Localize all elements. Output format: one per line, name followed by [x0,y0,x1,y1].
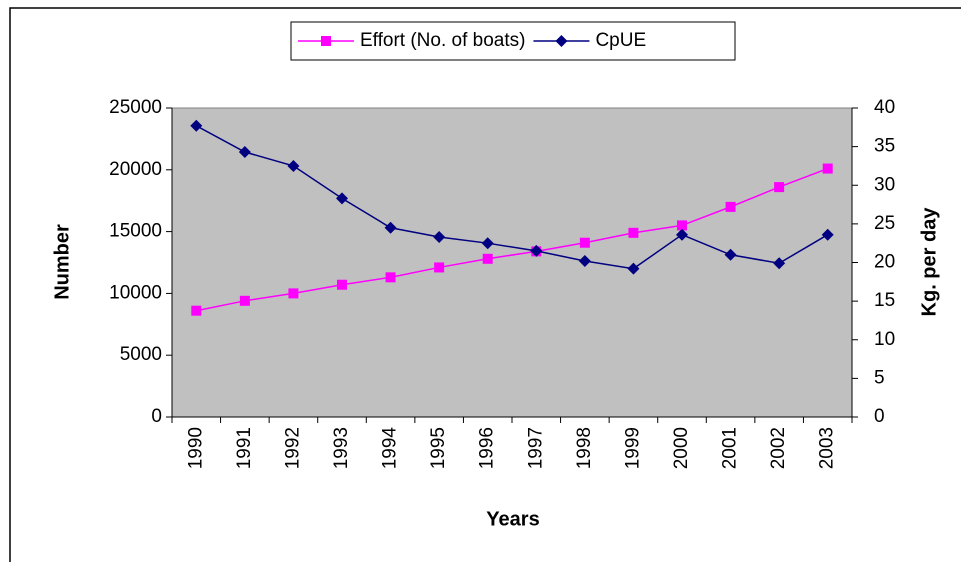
point [434,262,445,273]
point [385,272,396,283]
y2-tick-label: 30 [874,174,895,195]
y2-tick-label: 25 [874,213,895,234]
point [579,237,590,248]
point [676,228,688,241]
y-tick-label: 5000 [120,344,162,365]
point [677,220,687,231]
point [384,221,397,234]
y-tick-label: 20000 [109,159,162,180]
point [530,244,543,257]
x-tick-label: 2002 [768,427,789,469]
point [336,192,348,205]
point [773,257,786,270]
y-axis-title: Number [51,224,73,300]
point [627,262,640,275]
point [578,254,591,267]
point [481,237,494,250]
point [321,36,331,46]
x-tick-label: 2003 [817,427,838,469]
point [822,163,833,174]
point [482,253,493,264]
point [433,231,446,244]
y-tick-label: 10000 [109,282,162,303]
y2-tick-label: 40 [874,97,895,118]
point [287,159,300,172]
point [628,227,639,238]
point [821,228,834,241]
x-tick-label: 1995 [428,427,449,469]
y-tick-label: 0 [151,406,162,427]
y2-tick-label: 5 [874,367,885,388]
legend-label: Effort (No. of boats) [360,30,525,51]
y2-axis-title: Kg. per day [918,207,940,317]
y-tick-label: 25000 [109,97,162,118]
x-tick-label: 1990 [185,427,206,469]
legend-label: CpUE [595,30,646,51]
x-tick-label: 2000 [671,427,692,469]
point [774,182,785,193]
x-tick-label: 1998 [574,427,595,469]
x-tick-label: 1993 [331,427,352,469]
y2-tick-label: 10 [874,329,895,350]
point [725,201,736,212]
x-tick-label: 1999 [622,427,643,469]
point [190,119,203,132]
x-tick-label: 1994 [380,427,401,470]
y2-tick-label: 0 [874,406,885,427]
point [238,146,251,159]
y-tick-label: 15000 [109,221,162,242]
point [191,305,202,316]
point [724,248,737,261]
y2-tick-label: 20 [874,252,895,273]
x-tick-label: 1997 [525,427,546,469]
x-axis-title: Years [486,508,539,530]
point [239,295,250,306]
y2-tick-label: 15 [874,290,895,311]
y2-tick-label: 35 [874,136,895,157]
x-tick-label: 1991 [234,427,255,469]
x-tick-label: 1996 [477,427,498,469]
point [288,288,299,299]
point [337,279,347,290]
plot-area [171,107,853,418]
x-tick-label: 2001 [720,427,741,469]
line [195,125,829,270]
legend-box [290,21,736,61]
x-tick-label: 1992 [282,427,303,469]
line [196,167,828,312]
point [555,35,568,47]
